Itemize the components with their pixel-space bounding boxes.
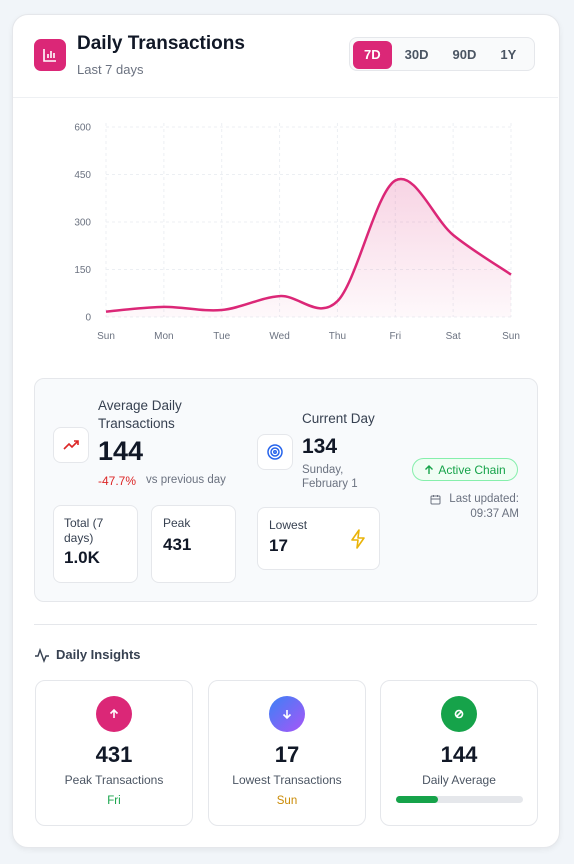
bolt-icon <box>351 529 365 549</box>
icon <box>267 444 283 460</box>
tab[interactable]: 1Y <box>500 47 517 62</box>
subtitle: Last 7 days <box>77 62 144 77</box>
icon <box>425 464 434 474</box>
pulse-icon <box>35 647 49 663</box>
change-note: vs previous day <box>146 474 226 486</box>
insight-day: Sun <box>276 795 298 807</box>
total-label: Total (7 days) <box>64 516 104 545</box>
chart: 0 150 300 450 600 Sun Mon Tue Wed Thu Fri Sat Sun <box>74 123 520 343</box>
x-tick-label: Tue <box>213 331 230 342</box>
divider <box>13 97 558 98</box>
y-tick-label: 600 <box>74 123 91 134</box>
x-tick-label: Sat <box>446 331 461 342</box>
insight-card: 17 Lowest Transactions Sun <box>208 680 366 826</box>
trend-icon <box>53 427 89 463</box>
y-tick-label: 300 <box>74 218 91 229</box>
status-pill: Active Chain <box>412 458 518 481</box>
insight-card: 431 Peak Transactions Fri <box>35 680 193 826</box>
x-tick-label: Mon <box>154 331 173 342</box>
target-icon <box>257 434 293 470</box>
avg-value: 144 <box>98 436 144 466</box>
icon <box>63 440 79 450</box>
line <box>105 177 512 313</box>
calendar-icon <box>430 495 441 505</box>
insight-icon <box>269 696 305 732</box>
x-tick-label: Fri <box>389 331 401 342</box>
peak-label: Peak <box>163 516 191 530</box>
divider <box>34 624 537 625</box>
tab[interactable]: 7D <box>353 41 392 69</box>
insight-label: Lowest Transactions <box>232 773 342 787</box>
current-value: 134 <box>302 435 338 458</box>
tab[interactable]: 90D <box>452 47 477 62</box>
icon <box>109 708 119 718</box>
y-tick-label: 450 <box>74 170 91 181</box>
total-value: 1.0K <box>64 548 100 567</box>
title: Daily Transactions <box>77 33 245 54</box>
area <box>106 178 511 317</box>
current-date: Sunday, February 1 <box>302 464 358 490</box>
progress-fill <box>396 796 438 803</box>
lowest-label: Lowest <box>269 518 308 532</box>
current-label: Current Day <box>302 411 375 426</box>
y-tick-label: 150 <box>74 265 91 276</box>
icon <box>43 49 56 62</box>
progress-track <box>396 796 523 803</box>
y-tick-label: 0 <box>85 313 91 324</box>
icon <box>454 709 464 719</box>
insight-card: 144 Daily Average <box>380 680 538 826</box>
insights-title: Daily Insights <box>56 647 141 662</box>
tab[interactable]: 30D <box>404 47 429 62</box>
insight-value: 17 <box>274 742 300 767</box>
status: Active Chain <box>438 462 506 477</box>
lowest-value: 17 <box>269 536 288 555</box>
updated: Last updated: 09:37 AM <box>449 493 519 520</box>
header-icon <box>34 39 66 71</box>
insight-label: Daily Average <box>422 773 496 787</box>
insight-icon <box>441 696 477 732</box>
avg-label: Average Daily Transactions <box>98 398 182 431</box>
x-tick-label: Sun <box>97 331 115 342</box>
peak-box <box>151 505 236 583</box>
x-tick-label: Thu <box>329 331 346 342</box>
x-tick-label: Wed <box>269 331 289 342</box>
insight-day: Fri <box>107 795 121 807</box>
insight-icon <box>96 696 132 732</box>
change: -47.7% <box>98 474 137 488</box>
insight-value: 431 <box>95 742 133 767</box>
insight-value: 144 <box>440 742 478 767</box>
icon <box>282 710 292 720</box>
total-box <box>53 505 138 583</box>
tab-group: 7D 30D 90D 1Y <box>349 37 535 71</box>
insight-label: Peak Transactions <box>64 773 164 787</box>
x-tick-label: Sun <box>502 331 520 342</box>
peak-value: 431 <box>163 535 192 554</box>
